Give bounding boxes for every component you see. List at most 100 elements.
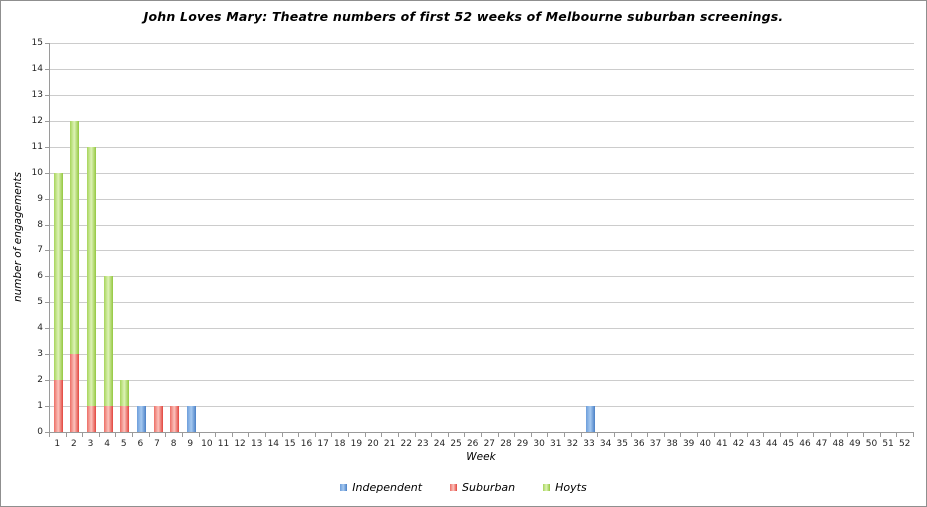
x-axis-label: 38 bbox=[666, 439, 678, 449]
bar-segment-suburban bbox=[170, 406, 180, 432]
x-axis-label: 19 bbox=[350, 439, 363, 449]
x-axis-label: 30 bbox=[533, 439, 545, 449]
x-axis-label: 40 bbox=[699, 439, 712, 449]
y-axis-tick bbox=[45, 198, 49, 200]
x-axis-tick bbox=[597, 433, 598, 437]
gridline bbox=[50, 43, 914, 44]
legend-item-suburban: Suburban bbox=[450, 481, 515, 494]
x-axis-tick bbox=[714, 433, 715, 437]
bar-segment-hoyts bbox=[70, 120, 80, 355]
gridline bbox=[50, 224, 914, 226]
y-axis-tick bbox=[45, 172, 49, 174]
y-axis-tick bbox=[45, 146, 49, 148]
x-axis-tick bbox=[913, 433, 914, 437]
x-axis-label: 24 bbox=[433, 439, 446, 449]
x-axis-tick bbox=[514, 433, 515, 437]
x-axis-label: 2 bbox=[71, 439, 77, 449]
x-axis-tick bbox=[415, 433, 416, 437]
legend-item-hoyts: Hoyts bbox=[543, 481, 587, 494]
y-axis-label: 3 bbox=[37, 349, 43, 360]
x-axis-label: 41 bbox=[716, 439, 728, 449]
bar-segment-hoyts bbox=[103, 276, 113, 407]
x-axis-tick bbox=[664, 433, 665, 437]
x-axis-label: 14 bbox=[267, 439, 280, 449]
y-axis-tick bbox=[45, 276, 49, 278]
x-axis-label: 37 bbox=[649, 439, 662, 449]
x-axis-tick bbox=[547, 433, 548, 437]
x-axis-label: 6 bbox=[137, 439, 144, 449]
gridline bbox=[50, 328, 914, 330]
gridline bbox=[50, 380, 914, 382]
y-axis-tick bbox=[45, 250, 49, 252]
x-axis-tick bbox=[82, 433, 83, 437]
x-axis-tick bbox=[647, 433, 648, 437]
y-axis-tick bbox=[45, 120, 49, 122]
x-axis-tick bbox=[348, 433, 349, 437]
gridline bbox=[50, 302, 914, 304]
gridline bbox=[50, 120, 914, 122]
x-axis-tick bbox=[880, 433, 881, 437]
legend-item-independent: Independent bbox=[340, 481, 422, 494]
x-axis-tick bbox=[448, 433, 449, 437]
x-axis-label: 1 bbox=[54, 439, 61, 449]
gridline bbox=[50, 406, 914, 408]
bar-segment-suburban bbox=[103, 406, 113, 432]
y-axis-label: 8 bbox=[37, 219, 43, 230]
y-axis-tick bbox=[45, 68, 49, 70]
bar-segment-hoyts bbox=[87, 146, 97, 407]
x-axis-tick bbox=[398, 433, 399, 437]
x-axis-label: 22 bbox=[400, 439, 412, 449]
bar-segment-independent bbox=[186, 406, 196, 432]
x-axis-label: 12 bbox=[234, 439, 246, 449]
y-axis-tick bbox=[45, 432, 49, 433]
x-axis-label: 51 bbox=[882, 439, 894, 449]
x-axis-label: 10 bbox=[201, 439, 213, 449]
x-axis-label: 5 bbox=[120, 439, 127, 449]
x-axis-tick bbox=[863, 433, 864, 437]
x-axis-tick bbox=[498, 433, 499, 437]
y-axis-label: 5 bbox=[37, 297, 43, 308]
x-axis-label: 26 bbox=[466, 439, 479, 449]
x-axis-label: 49 bbox=[849, 439, 861, 449]
x-axis-tick bbox=[631, 433, 632, 437]
y-axis-tick bbox=[45, 94, 49, 96]
x-axis-label: 45 bbox=[782, 439, 795, 449]
bar-segment-independent bbox=[585, 406, 595, 432]
x-axis-tick bbox=[896, 433, 897, 437]
gridline bbox=[50, 354, 914, 356]
x-axis-tick bbox=[581, 433, 582, 437]
x-axis-label: 29 bbox=[516, 439, 529, 449]
x-axis-tick bbox=[830, 433, 831, 437]
x-axis-title: Week bbox=[466, 451, 496, 463]
x-axis-tick bbox=[331, 433, 332, 437]
x-axis-label: 20 bbox=[367, 439, 379, 449]
y-axis-label: 4 bbox=[37, 323, 43, 334]
legend-label: Suburban bbox=[462, 481, 516, 494]
x-axis-tick bbox=[747, 433, 748, 437]
x-axis-label: 7 bbox=[154, 439, 160, 449]
x-axis-tick bbox=[215, 433, 216, 437]
y-axis-tick bbox=[45, 406, 49, 408]
x-axis-tick bbox=[847, 433, 848, 437]
x-axis-tick bbox=[680, 433, 681, 437]
x-axis-tick bbox=[248, 433, 249, 437]
x-axis-tick bbox=[763, 433, 764, 437]
x-axis-label: 42 bbox=[732, 439, 745, 449]
x-axis-label: 16 bbox=[300, 439, 313, 449]
bar-segment-suburban bbox=[87, 406, 97, 432]
x-axis-label: 52 bbox=[898, 439, 911, 449]
y-axis-label: 2 bbox=[37, 375, 43, 386]
x-axis-tick bbox=[115, 433, 116, 437]
x-axis-tick bbox=[232, 433, 233, 437]
y-axis-label: 6 bbox=[37, 271, 43, 282]
y-axis-label: 7 bbox=[37, 245, 43, 256]
legend-marker-hoyts bbox=[543, 484, 551, 491]
x-axis-label: 18 bbox=[334, 439, 346, 449]
x-axis-tick bbox=[481, 433, 482, 437]
x-axis-label: 3 bbox=[87, 439, 94, 449]
x-axis-label: 15 bbox=[284, 439, 296, 449]
bar-segment-hoyts bbox=[120, 380, 130, 407]
y-axis-tick bbox=[45, 43, 49, 44]
x-axis-tick bbox=[780, 433, 781, 437]
legend-label: Independent bbox=[352, 481, 423, 494]
